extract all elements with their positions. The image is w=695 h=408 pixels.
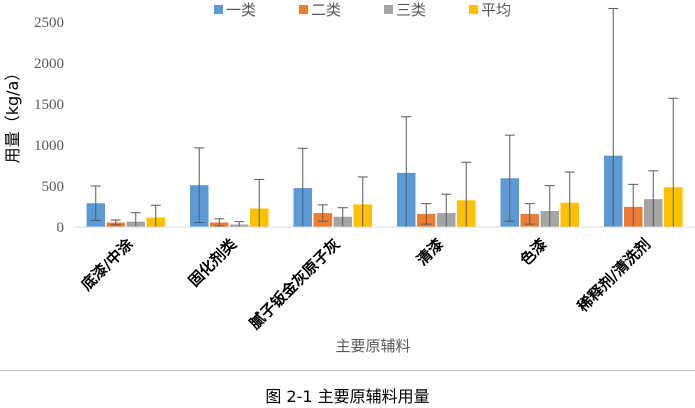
legend-swatch: [214, 5, 223, 14]
y-tick-label: 2000: [34, 56, 64, 72]
legend: 一类 二类 三类 平均: [214, 1, 511, 19]
y-tick-label: 1000: [34, 138, 64, 154]
legend-label: 二类: [311, 1, 341, 19]
error-bars: [90, 7, 679, 228]
x-tick-label: 色漆: [517, 235, 551, 269]
legend-label: 三类: [396, 1, 426, 19]
y-axis-title: 用量（kg/a）: [3, 65, 22, 164]
legend-swatch: [469, 5, 478, 14]
x-tick-label: 清漆: [413, 235, 447, 269]
legend-swatch: [384, 5, 393, 14]
x-axis-title: 主要原辅料: [335, 337, 410, 355]
x-tick-label: 腻子钣金灰原子灰: [246, 235, 344, 333]
legend-swatch: [299, 5, 308, 14]
y-tick-label: 2500: [34, 15, 64, 31]
legend-label: 一类: [226, 1, 256, 19]
y-axis: 0 500 1000 1500 2000 2500: [34, 15, 64, 236]
bar-chart: 一类 二类 三类 平均 0 500 1000 1500 2000 2500 底漆/中涂 固化剂类腻…: [3, 1, 695, 355]
figure-caption: 图 2-1 主要原辅料用量: [265, 387, 430, 406]
x-tick-label: 稀释剂/清洗剂: [574, 235, 654, 315]
x-tick-label: 固化剂类: [185, 234, 241, 290]
legend-label: 平均: [481, 1, 511, 19]
y-tick-label: 0: [57, 220, 65, 236]
x-axis: 底漆/中涂 固化剂类 腻子钣金灰原子灰 清漆 色漆 稀释剂/清洗剂: [74, 226, 695, 333]
divider: [0, 370, 695, 371]
x-tick-label: 底漆/中涂: [78, 234, 138, 294]
y-tick-label: 500: [42, 179, 65, 195]
bars: [86, 155, 683, 227]
y-tick-label: 1500: [34, 97, 64, 113]
